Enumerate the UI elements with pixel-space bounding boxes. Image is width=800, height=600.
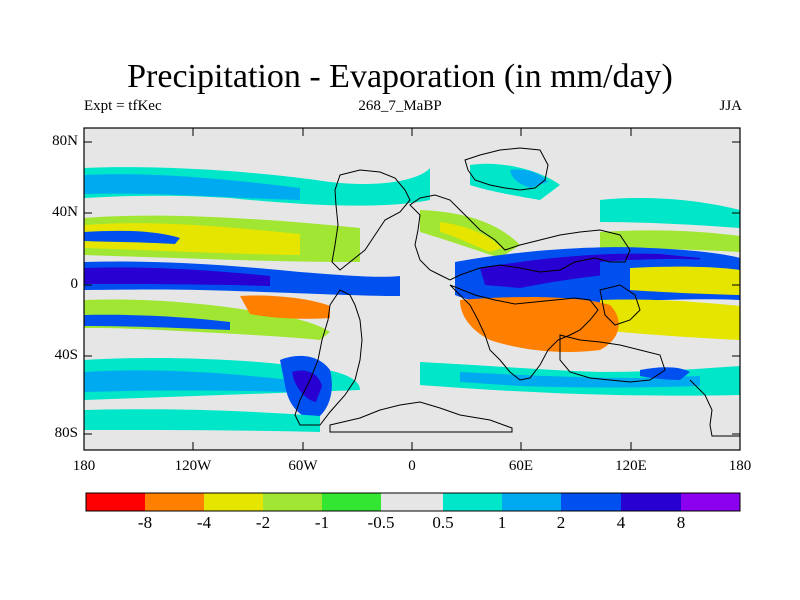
colorbar-label-8: 4 [616,513,626,532]
colorbar-swatch-1 [145,493,204,511]
colorbar-label-6: 1 [497,513,507,532]
colorbar-swatch-6 [443,493,502,511]
colorbar-swatch-0 [86,493,145,511]
colorbar-label-0: -8 [137,513,153,532]
colorbar-label-2: -2 [255,513,271,532]
colorbar-swatch-3 [263,493,322,511]
lat-label-80n: 80N [52,133,78,149]
colorbar [85,492,741,512]
continent-outlines [294,147,740,437]
colorbar-label-4: -0.5 [367,513,395,532]
lat-label-80s: 80S [54,425,78,441]
precip-field [84,128,740,450]
colorbar-label-1: -4 [196,513,212,532]
lat-label-40s: 40S [54,347,78,363]
colorbar-swatch-5 [381,493,443,511]
lon-label-60e: 60E [508,458,534,474]
colorbar-swatch-8 [561,493,621,511]
map-title: Precipitation - Evaporation (in mm/day) [127,58,673,95]
lon-label-60w: 60W [288,458,318,474]
colorbar-label-3: -1 [314,513,330,532]
colorbar-label-5: 0.5 [432,513,454,532]
lon-label-120w: 120W [174,458,212,474]
lon-label-120e: 120E [615,458,647,474]
colorbar-swatch-9 [621,493,681,511]
season-label: JJA [719,98,742,114]
colorbar-swatch-4 [322,493,381,511]
colorbar-label-7: 2 [556,513,566,532]
lat-label-40n: 40N [52,204,78,220]
colorbar-swatch-7 [502,493,561,511]
lon-label-180e: 180 [728,458,752,474]
axis-ticks [83,128,741,450]
colorbar-label-9: 8 [676,513,686,532]
lon-label-0: 0 [408,458,416,474]
colorbar-swatch-2 [204,493,263,511]
experiment-label: Expt = tfKec [84,98,162,114]
lon-label-180w: 180 [72,458,96,474]
lat-label-0: 0 [70,276,79,292]
period-label: 268_7_MaBP [358,98,442,114]
colorbar-swatch-10 [681,493,740,511]
